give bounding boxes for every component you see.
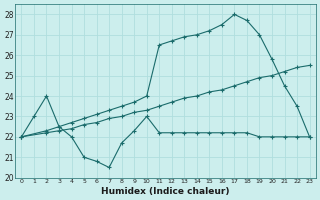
X-axis label: Humidex (Indice chaleur): Humidex (Indice chaleur) xyxy=(101,187,230,196)
